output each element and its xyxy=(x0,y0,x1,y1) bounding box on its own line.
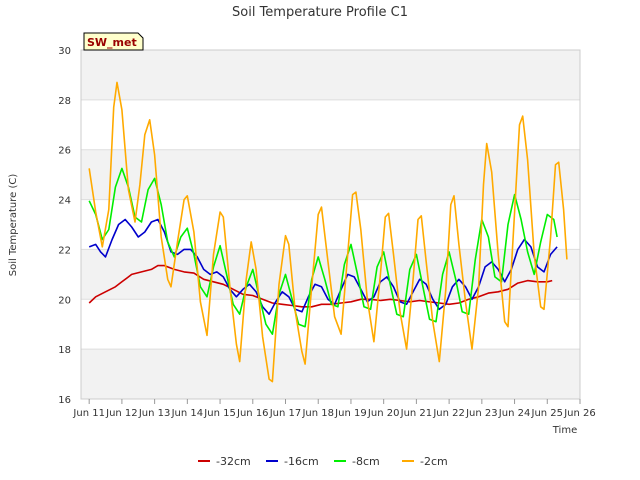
site-badge: SW_met xyxy=(83,32,144,51)
y-tick-label: 20 xyxy=(58,295,71,306)
x-tick-label: Jun 18 xyxy=(301,408,334,419)
x-tick-label: Jun 20 xyxy=(367,408,400,419)
site-badge-box xyxy=(83,32,144,51)
x-tick-label: Jun 17 xyxy=(269,408,302,419)
x-axis-label: Time xyxy=(552,425,577,436)
series-lines xyxy=(88,81,568,383)
y-axis-label: Soil Temperature (C) xyxy=(8,174,19,277)
x-tick-label: Jun 24 xyxy=(498,408,531,419)
y-tick-label: 26 xyxy=(58,146,71,157)
site-badge-label: SW_met xyxy=(87,36,137,49)
chart-title: Soil Temperature Profile C1 xyxy=(232,5,408,20)
grid-band xyxy=(81,349,580,399)
x-tick-label: Jun 14 xyxy=(171,408,204,419)
x-tick-label: Jun 21 xyxy=(400,408,433,419)
y-axis-ticks: 16 18 20 22 24 26 28 30 xyxy=(58,46,71,406)
x-tick-label: Jun 16 xyxy=(236,408,269,419)
y-tick-label: 30 xyxy=(58,46,71,57)
x-tick-label: Jun 11 xyxy=(72,408,105,419)
series-line-2cm xyxy=(88,81,568,383)
plot-frame xyxy=(80,49,581,400)
y-tick-label: 16 xyxy=(58,395,71,406)
y-tick-label: 24 xyxy=(58,196,71,207)
grid-band xyxy=(81,249,580,300)
x-tick-label: Jun 15 xyxy=(203,408,236,419)
x-tick-label: Jun 12 xyxy=(105,408,138,419)
legend-entry-label: -2cm xyxy=(420,455,448,468)
y-tick-label: 28 xyxy=(58,96,71,107)
x-tick-label: Jun 25 xyxy=(531,408,564,419)
y-tick-label: 22 xyxy=(58,245,71,256)
x-tick-label: Jun 26 xyxy=(563,408,596,419)
x-tick-label: Jun 22 xyxy=(432,408,465,419)
x-tick-label: Jun 13 xyxy=(138,408,171,419)
legend-entry-label: -8cm xyxy=(352,455,380,468)
grid-bands xyxy=(81,50,580,399)
legend: -32cm -16cm -8cm -2cm xyxy=(198,455,448,468)
x-axis-ticks: Jun 11 Jun 12 Jun 13 Jun 14 Jun 15 Jun 16 Jun … xyxy=(72,399,596,419)
grid-band xyxy=(81,50,580,100)
x-tick-label: Jun 19 xyxy=(334,408,367,419)
y-tick-label: 18 xyxy=(58,345,71,356)
grid-band xyxy=(81,149,580,200)
x-tick-label: Jun 23 xyxy=(465,408,498,419)
grid-lines xyxy=(81,49,580,400)
legend-entry-label: -16cm xyxy=(284,455,319,468)
legend-entry-label: -32cm xyxy=(216,455,251,468)
